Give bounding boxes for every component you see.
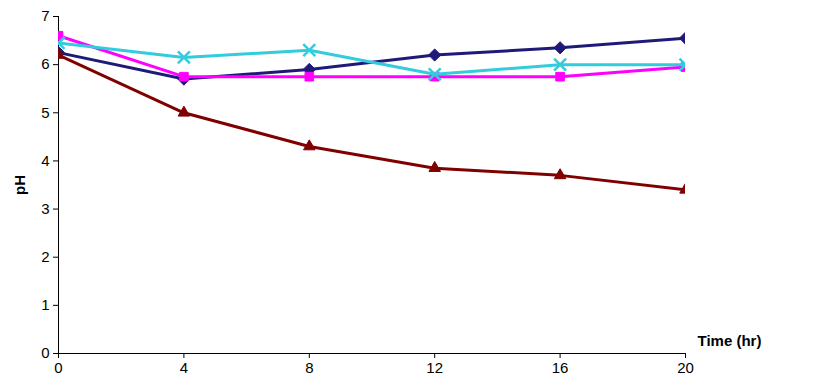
svg-text:4: 4	[41, 152, 49, 169]
svg-text:Time (hr): Time (hr)	[698, 332, 762, 349]
svg-text:8: 8	[305, 359, 313, 376]
svg-text:6: 6	[41, 55, 49, 72]
svg-text:3: 3	[41, 200, 49, 217]
svg-text:5: 5	[41, 104, 49, 121]
svg-text:7: 7	[41, 7, 49, 24]
svg-text:12: 12	[426, 359, 443, 376]
svg-text:0: 0	[41, 344, 49, 361]
svg-text:0: 0	[54, 359, 62, 376]
svg-text:4: 4	[180, 359, 188, 376]
svg-text:1: 1	[41, 296, 49, 313]
svg-text:pH: pH	[11, 175, 28, 195]
svg-text:20: 20	[677, 359, 694, 376]
svg-text:16: 16	[552, 359, 569, 376]
svg-text:2: 2	[41, 248, 49, 265]
